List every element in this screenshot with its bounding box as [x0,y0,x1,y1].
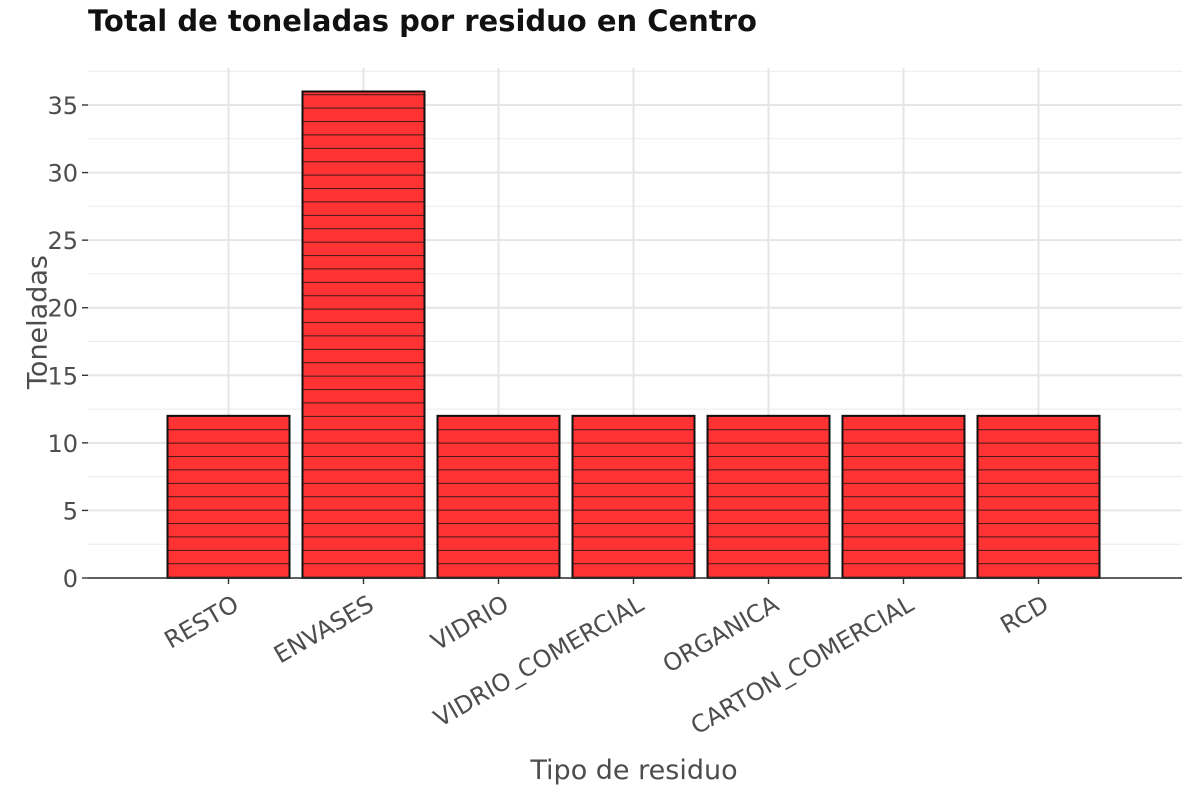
x-tick-label: CARTON_COMERCIAL [686,589,919,740]
bar [436,414,561,580]
y-tick-label: 35 [47,92,78,120]
y-tick-label: 15 [47,362,78,390]
x-tick-label: RESTO [160,590,244,655]
bar [976,414,1101,580]
x-tick-label: VIDRIO [426,590,513,657]
y-tick-labels: 0 5 10 15 20 25 30 35 [47,92,78,593]
bar-pattern [167,415,290,578]
bar-pattern [572,415,695,578]
bar-pattern [842,415,965,578]
x-axis-label: Tipo de residuo [530,755,738,786]
y-tick-label: 10 [47,430,78,458]
chart-title: Total de toneladas por residuo en Centro [88,4,757,38]
axes [82,104,1182,584]
y-tick-label: 5 [63,497,78,525]
bar [706,414,831,580]
y-axis-label: Toneladas [22,255,54,389]
y-tick-label: 30 [47,160,78,188]
bar-pattern [437,415,560,578]
y-tick-label: 25 [47,227,78,255]
bar-pattern [302,91,425,578]
bar-pattern [707,415,830,578]
y-tick-label: 20 [47,295,78,323]
y-tick-label: 0 [63,565,78,593]
bar [166,414,291,580]
bar [841,414,966,580]
bar-pattern [977,415,1100,578]
bars [166,90,1101,580]
x-tick-label: ORGANICA [658,590,784,679]
x-tick-label: ENVASES [269,590,378,669]
bar [571,414,696,580]
bar [301,90,426,579]
x-tick-label: RCD [996,590,1054,640]
